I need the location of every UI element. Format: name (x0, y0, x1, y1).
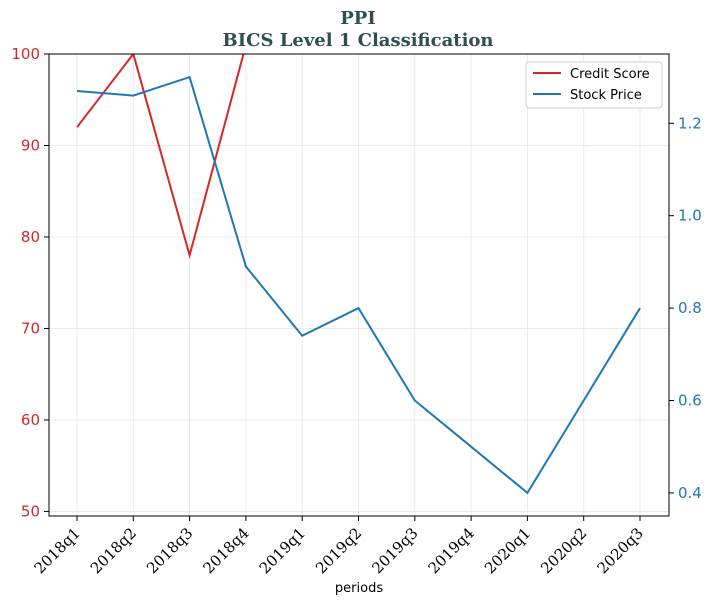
x-tick-label: 2020q2 (537, 524, 590, 577)
left-y-tick-label: 100 (11, 45, 40, 63)
legend: Credit Score Stock Price (525, 61, 663, 109)
chart-subtitle: BICS Level 1 Classification (222, 30, 493, 51)
plot-frame (48, 53, 670, 517)
right-y-tick-label: 0.4 (678, 484, 702, 502)
left-y-tick-label: 80 (21, 228, 40, 246)
series-lines (76, 54, 641, 495)
right-y-tick-label: 1.0 (678, 207, 702, 225)
right-y-tick-label: 1.2 (678, 114, 702, 132)
left-y-tick-label: 90 (21, 136, 40, 154)
x-tick-label: 2019q4 (425, 524, 478, 577)
x-tick-label: 2018q3 (143, 524, 196, 577)
series-line-credit-score (76, 54, 245, 260)
x-axis-label: periods (335, 581, 383, 596)
left-y-tick-label: 60 (21, 411, 40, 429)
x-tick-label: 2018q2 (87, 524, 140, 577)
x-tick-label: 2020q3 (594, 524, 647, 577)
legend-label-credit-score: Credit Score (570, 67, 650, 82)
left-y-tick-label: 50 (21, 502, 40, 520)
x-tick-label: 2018q1 (31, 524, 84, 577)
legend-label-stock-price: Stock Price (570, 88, 642, 103)
x-tick-label: 2019q2 (312, 524, 365, 577)
x-tick-label: 2019q3 (368, 524, 421, 577)
x-tick-label: 2020q1 (481, 524, 534, 577)
right-y-tick-label: 0.6 (678, 392, 702, 410)
grid (49, 53, 669, 516)
x-tick-label: 2018q4 (199, 524, 252, 577)
axes: 2018q1 2018q2 2018q3 2018q4 2019q1 2019q2 2019… (11, 45, 702, 577)
left-y-tick-label: 70 (21, 319, 40, 337)
chart-title: PPI (340, 8, 376, 29)
right-y-tick-label: 0.8 (678, 299, 702, 317)
series-line-stock-price (76, 75, 641, 495)
x-tick-label: 2019q1 (256, 524, 309, 577)
